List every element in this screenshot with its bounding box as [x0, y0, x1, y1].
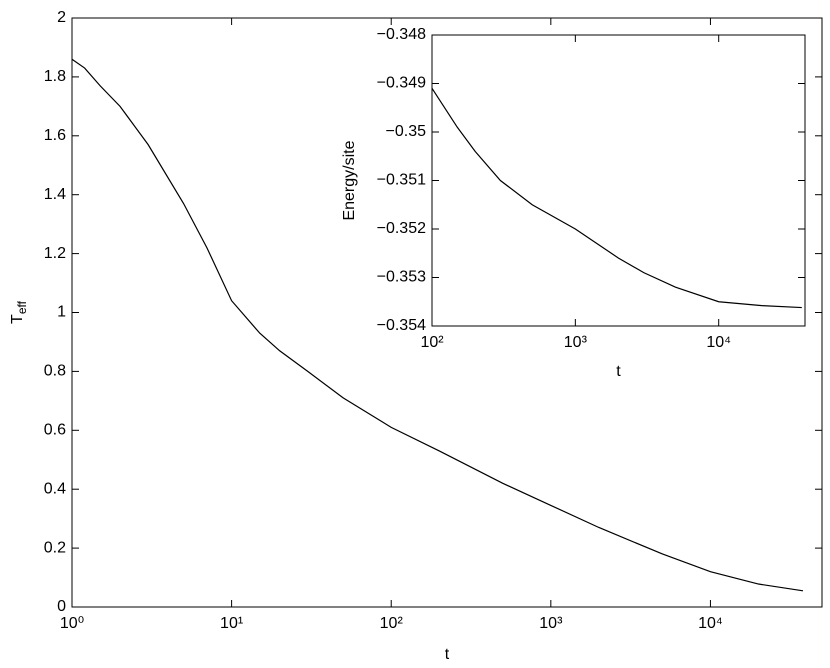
y-axis-label: Teff	[9, 300, 29, 324]
y-tick-label: −0.354	[377, 317, 426, 334]
data-line	[71, 58, 804, 592]
x-tick-label: 10³	[564, 334, 588, 351]
y-tick-label: 0.6	[44, 422, 66, 439]
y-tick-label: 1.4	[44, 186, 66, 203]
y-axis-label-main: T	[9, 314, 26, 324]
y-tick-label: 0.8	[44, 363, 66, 380]
x-tick-label: 10⁴	[698, 615, 723, 632]
y-tick-label: 1	[57, 304, 66, 321]
x-tick-label: 10²	[380, 615, 404, 632]
y-tick-label: −0.35	[386, 123, 427, 140]
y-axis-label-subscript: eff	[15, 300, 29, 314]
x-tick-label: 10⁴	[706, 334, 731, 351]
x-tick-label: 10¹	[220, 615, 243, 632]
y-tick-label: 0.2	[44, 539, 66, 556]
y-tick-label: −0.352	[377, 220, 426, 237]
x-tick-label: 10⁰	[60, 615, 84, 632]
y-tick-label: −0.349	[377, 75, 426, 92]
y-tick-label: 0.4	[44, 480, 66, 497]
y-tick-label: −0.353	[377, 269, 426, 286]
panel: 10² 10³ 10⁴ −0.354 −0.353 −0.352 −0.351 −0.35 −0…	[341, 26, 806, 380]
y-tick-label: 1.8	[44, 68, 66, 85]
y-axis-label-main: Energy/site	[341, 140, 358, 220]
y-tick-label: −0.351	[377, 172, 426, 189]
y-axis-label: Energy/site	[341, 140, 358, 220]
x-tick-label: 10²	[420, 334, 444, 351]
plot-area	[432, 35, 805, 326]
x-axis-label: t	[616, 363, 621, 380]
y-tick-label: 1.6	[44, 127, 66, 144]
data-line	[431, 88, 802, 309]
y-tick-label: 0	[57, 598, 66, 615]
y-tick-label: −0.348	[377, 26, 426, 43]
y-tick-label: 2	[57, 9, 66, 26]
y-tick-label: 1.2	[44, 245, 66, 262]
x-tick-label: 10³	[539, 615, 563, 632]
x-axis-label: t	[445, 646, 450, 663]
